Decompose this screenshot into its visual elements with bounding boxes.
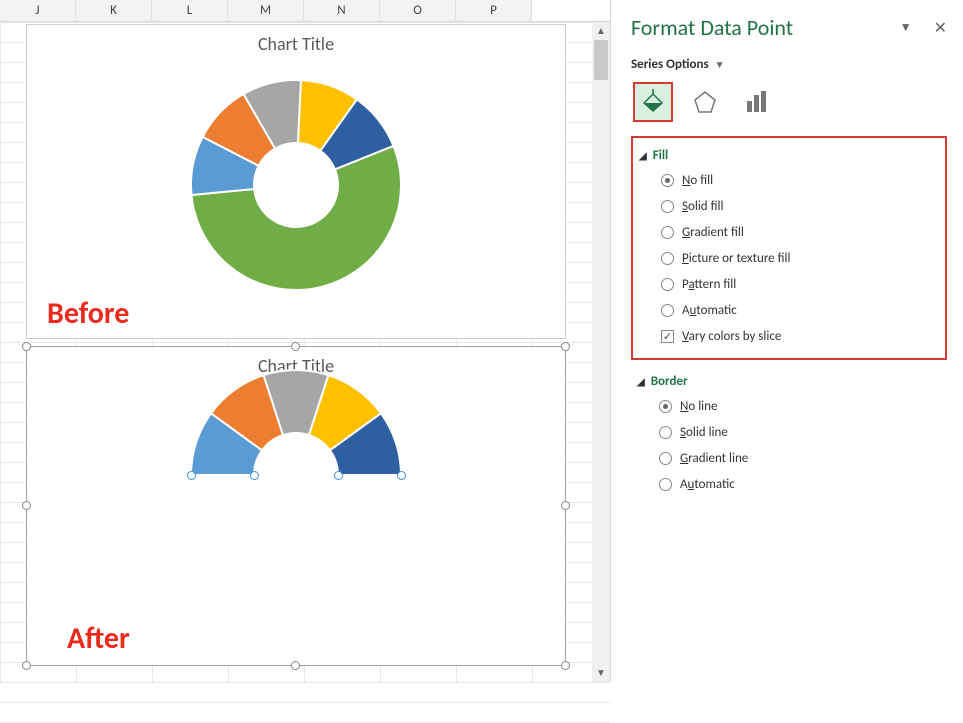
fill-option[interactable]: Picture or texture fill — [661, 251, 939, 266]
resize-handle[interactable] — [22, 342, 31, 351]
checkbox-icon: ✓ — [661, 330, 674, 343]
data-point-handle[interactable] — [334, 471, 343, 480]
border-option[interactable]: Solid line — [659, 425, 941, 440]
scroll-up-icon[interactable]: ▲ — [592, 22, 610, 40]
radio-icon — [659, 478, 672, 491]
spreadsheet-area: JKLMNOP ▲ ▼ Chart Title Before Chart Tit… — [0, 0, 610, 682]
chart-after[interactable]: Chart Title After — [26, 346, 566, 666]
resize-handle[interactable] — [291, 661, 300, 670]
before-annotation: Before — [47, 295, 129, 332]
border-section-header[interactable]: ◢ Border — [637, 374, 941, 389]
close-icon[interactable]: ✕ — [934, 18, 947, 38]
fill-option[interactable]: Pattern fill — [661, 277, 939, 292]
resize-handle[interactable] — [561, 661, 570, 670]
option-label: Gradient fill — [682, 225, 744, 240]
radio-icon — [661, 252, 674, 265]
doughnut-chart[interactable] — [186, 75, 406, 295]
fill-option[interactable]: No fill — [661, 173, 939, 188]
dropdown-icon: ▼ — [715, 58, 725, 71]
series-options-tab[interactable] — [737, 82, 777, 122]
effects-tab[interactable] — [685, 82, 725, 122]
option-label: Pattern fill — [682, 277, 736, 292]
column-header[interactable]: K — [76, 0, 152, 21]
fill-section-header[interactable]: ◢ Fill — [639, 148, 939, 163]
fill-heading: Fill — [653, 148, 669, 163]
fill-section-highlight: ◢ Fill No fill Solid fill Gradient fill Pic… — [631, 136, 947, 360]
pentagon-icon — [692, 89, 718, 115]
radio-icon — [661, 200, 674, 213]
scroll-down-icon[interactable]: ▼ — [592, 664, 610, 682]
data-point-handle[interactable] — [187, 471, 196, 480]
resize-handle[interactable] — [561, 342, 570, 351]
border-option[interactable]: Gradient line — [659, 451, 941, 466]
radio-icon — [659, 426, 672, 439]
pane-options-icon[interactable]: ▼ — [900, 20, 912, 35]
option-label: Vary colors by slice — [682, 329, 781, 344]
border-option[interactable]: No line — [659, 399, 941, 414]
paint-bucket-icon — [640, 89, 666, 115]
column-header[interactable]: L — [152, 0, 228, 21]
column-header[interactable]: P — [456, 0, 532, 21]
column-header[interactable]: J — [0, 0, 76, 21]
format-pane: Format Data Point ▼ ✕ Series Options ▼ ◢ — [610, 0, 963, 682]
radio-icon — [661, 304, 674, 317]
radio-icon — [659, 400, 672, 413]
scroll-thumb[interactable] — [594, 40, 608, 80]
option-label: Solid line — [680, 425, 728, 440]
series-options-label: Series Options — [631, 57, 709, 72]
fill-option[interactable]: Solid fill — [661, 199, 939, 214]
data-point-handle[interactable] — [250, 471, 259, 480]
after-annotation: After — [67, 620, 130, 657]
column-header[interactable]: N — [304, 0, 380, 21]
pane-title: Format Data Point — [631, 14, 793, 41]
radio-icon — [661, 174, 674, 187]
resize-handle[interactable] — [22, 661, 31, 670]
column-header[interactable]: O — [380, 0, 456, 21]
fill-option[interactable]: ✓ Vary colors by slice — [661, 329, 939, 344]
option-label: No fill — [682, 173, 713, 188]
option-label: Automatic — [682, 303, 737, 318]
border-heading: Border — [651, 374, 688, 389]
option-label: Solid fill — [682, 199, 723, 214]
radio-icon — [661, 226, 674, 239]
option-label: No line — [680, 399, 717, 414]
option-label: Gradient line — [680, 451, 748, 466]
option-label: Picture or texture fill — [682, 251, 790, 266]
half-doughnut-chart[interactable] — [186, 367, 406, 587]
collapse-icon: ◢ — [637, 375, 645, 388]
series-options-dropdown[interactable]: Series Options ▼ — [631, 57, 947, 72]
vertical-scrollbar[interactable]: ▲ ▼ — [592, 22, 610, 682]
border-option[interactable]: Automatic — [659, 477, 941, 492]
option-label: Automatic — [680, 477, 735, 492]
fill-option[interactable]: Automatic — [661, 303, 939, 318]
chart-title[interactable]: Chart Title — [27, 33, 565, 55]
column-header[interactable]: M — [228, 0, 304, 21]
resize-handle[interactable] — [291, 342, 300, 351]
collapse-icon: ◢ — [639, 149, 647, 162]
fill-option[interactable]: Gradient fill — [661, 225, 939, 240]
bar-chart-icon — [744, 89, 770, 115]
column-headers: JKLMNOP — [0, 0, 610, 22]
radio-icon — [659, 452, 672, 465]
fill-line-tab[interactable] — [633, 82, 673, 122]
chart-before[interactable]: Chart Title Before — [26, 24, 566, 339]
data-point-handle[interactable] — [397, 471, 406, 480]
radio-icon — [661, 278, 674, 291]
scroll-track[interactable] — [592, 40, 610, 664]
